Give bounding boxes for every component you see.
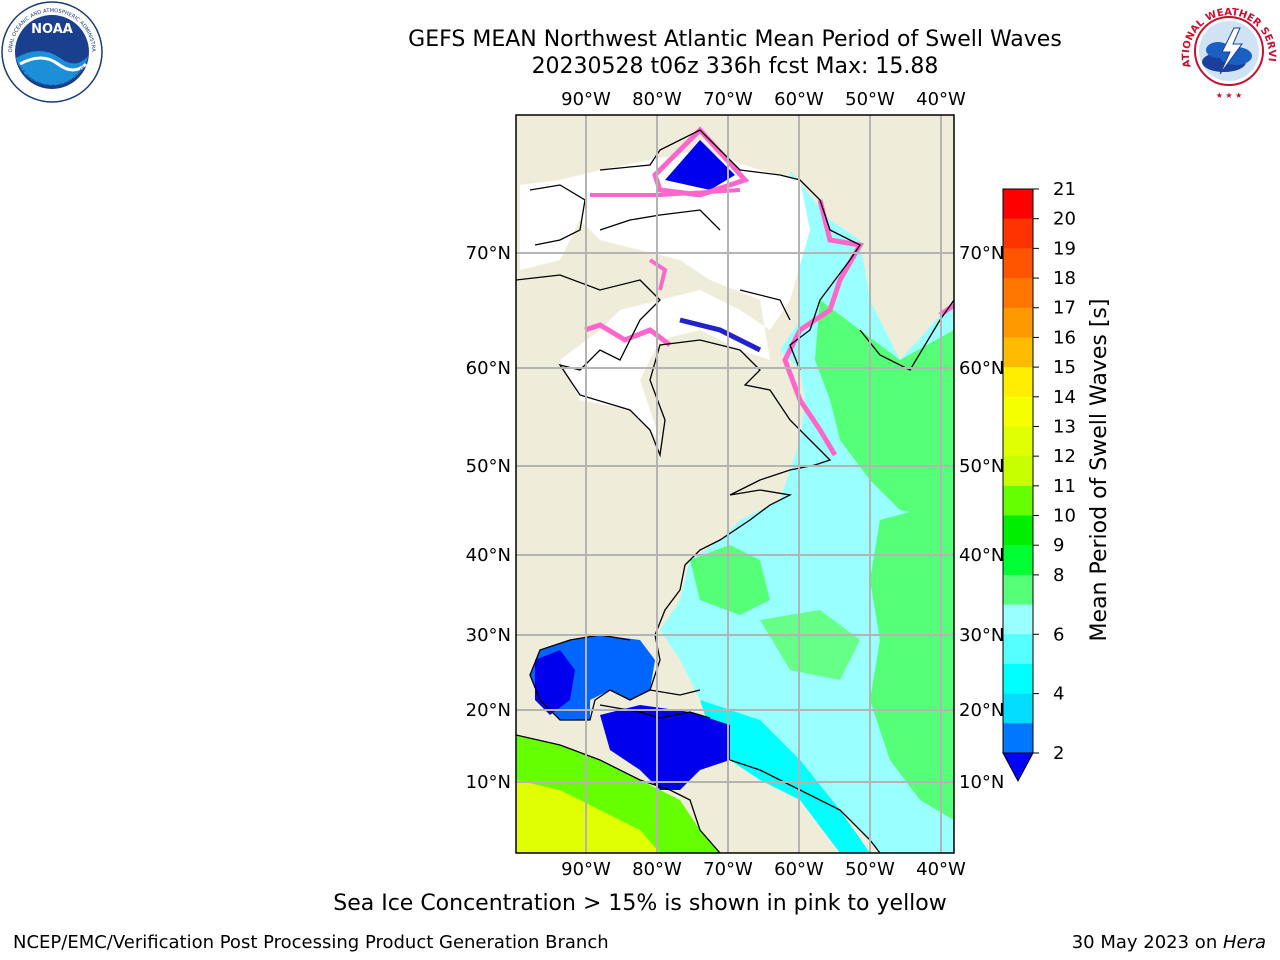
colorbar-under-arrow — [1002, 752, 1034, 783]
colorbar-segment — [1003, 278, 1033, 309]
nws-stars-icon: ★ ★ ★ — [1216, 91, 1243, 100]
producer-credit: NCEP/EMC/Verification Post Processing Pr… — [13, 932, 609, 953]
lon-label: 40°W — [916, 89, 966, 110]
chart-subtitle: 20230528 t06z 336h fcst Max: 15.88 — [531, 54, 939, 79]
graticule — [516, 115, 954, 853]
colorbar-frame — [1002, 188, 1034, 754]
ocean-swell-patch-west — [690, 545, 770, 615]
lat-label: 50°N — [959, 456, 1004, 477]
lon-label: 90°W — [561, 859, 611, 880]
colorbar-tick-label: 17 — [1053, 298, 1076, 319]
lon-label: 70°W — [703, 89, 753, 110]
ice-edge-labrador — [782, 199, 864, 457]
colorbar-tick-label: 13 — [1053, 416, 1076, 437]
lon-label: 80°W — [632, 859, 682, 880]
colorbar-segment — [1003, 456, 1033, 487]
caribbean-sea — [600, 705, 730, 790]
colorbar-tick-label: 4 — [1053, 684, 1064, 705]
lat-label: 20°N — [466, 700, 511, 721]
colorbar: 21 20 19 18 17 16 15 14 13 12 11 10 9 8 6 4 2 — [1002, 179, 1076, 783]
generation-date: 30 May 2023 on Hera — [1072, 932, 1266, 953]
lat-labels-left: 70°N 60°N 50°N 40°N 30°N 20°N 10°N — [466, 243, 511, 793]
host-name: Hera — [1222, 932, 1266, 953]
lon-label: 40°W — [916, 859, 966, 880]
colorbar-segment — [1003, 515, 1033, 546]
gulf-west-low — [535, 650, 575, 715]
colorbar-segment — [1003, 693, 1033, 724]
map-area — [516, 115, 954, 853]
lon-label: 60°W — [774, 859, 824, 880]
baffin-bay-low — [665, 140, 735, 190]
colorbar-tick-label: 19 — [1053, 238, 1076, 259]
colorbar-tick-label: 9 — [1053, 535, 1064, 556]
colorbar-segment — [1003, 218, 1033, 249]
lon-labels-bottom: 90°W 80°W 70°W 60°W 50°W 40°W — [561, 859, 966, 880]
lat-label: 10°N — [466, 772, 511, 793]
lat-label: 40°N — [466, 545, 511, 566]
colorbar-tick-label: 15 — [1053, 357, 1076, 378]
south-america-field-yellow — [516, 780, 660, 853]
colorbar-segment — [1003, 663, 1033, 695]
colorbar-segment — [1003, 545, 1033, 576]
colorbar-segment — [1003, 307, 1033, 338]
colorbar-segment — [1003, 574, 1033, 606]
ocean-swell-patch-east — [870, 500, 954, 820]
colorbar-tick-label: 6 — [1053, 624, 1064, 645]
colorbar-segment — [1003, 367, 1033, 398]
lat-label: 30°N — [466, 625, 511, 646]
colorbar-segment — [1003, 426, 1033, 457]
lat-label: 40°N — [959, 545, 1004, 566]
ice-edge-north — [590, 188, 741, 197]
colorbar-segment — [1003, 723, 1033, 754]
lat-label: 70°N — [466, 243, 511, 264]
ice-edge-baffin — [652, 126, 750, 198]
colorbar-tick-label: 21 — [1053, 179, 1076, 200]
colorbar-segment — [1003, 248, 1033, 279]
lon-label: 70°W — [703, 859, 753, 880]
lon-label: 50°W — [845, 859, 895, 880]
noaa-logo: NOAA NATIONAL OCEANIC AND ATMOSPHERIC AD… — [0, 0, 103, 103]
colorbar-segment — [1003, 634, 1033, 665]
colorbar-tick-label: 8 — [1053, 565, 1064, 586]
sea-ice-note: Sea Ice Concentration > 15% is shown in … — [333, 891, 947, 916]
lon-label: 80°W — [632, 89, 682, 110]
nws-logo: NATIONAL WEATHER SERVICE ★ ★ ★ — [1178, 0, 1278, 100]
ocean-swell-patch-central — [760, 610, 860, 680]
lat-label: 50°N — [466, 456, 511, 477]
ocean-swell-caribbean-east — [700, 700, 870, 853]
colorbar-tick-label: 12 — [1053, 446, 1076, 467]
colorbar-tick-label: 20 — [1053, 209, 1076, 230]
lat-labels-right: 70°N 60°N 50°N 40°N 30°N 20°N 10°N — [959, 243, 1004, 793]
colorbar-segment — [1003, 337, 1033, 368]
colorbar-tick-label: 11 — [1053, 476, 1076, 497]
colorbar-segment — [1003, 189, 1033, 220]
arctic-ice-west — [520, 180, 580, 270]
lat-label: 70°N — [959, 243, 1004, 264]
ice-edge-foxe — [648, 258, 668, 291]
lat-label: 60°N — [959, 358, 1004, 379]
colorbar-tick-label: 16 — [1053, 327, 1076, 348]
lon-label: 50°W — [845, 89, 895, 110]
colorbar-tick-label: 2 — [1053, 743, 1064, 764]
colorbar-tick-label: 18 — [1053, 268, 1076, 289]
lat-label: 10°N — [959, 772, 1004, 793]
noaa-logo-text: NOAA — [31, 22, 73, 37]
colorbar-label: Mean Period of Swell Waves [s] — [1087, 299, 1112, 642]
colorbar-segment — [1003, 396, 1033, 427]
colorbar-segment — [1003, 604, 1033, 635]
date-text: 30 May 2023 on — [1071, 932, 1223, 953]
colorbar-tick-label: 14 — [1053, 387, 1076, 408]
lat-label: 20°N — [959, 700, 1004, 721]
colorbar-segment — [1003, 485, 1033, 517]
lon-labels-top: 90°W 80°W 70°W 60°W 50°W 40°W — [561, 89, 966, 110]
hudson-strait-low — [679, 317, 762, 353]
colorbar-tick-label: 10 — [1053, 506, 1076, 527]
lat-label: 60°N — [466, 358, 511, 379]
lat-label: 30°N — [959, 625, 1004, 646]
lon-label: 90°W — [561, 89, 611, 110]
map-frame — [515, 114, 955, 854]
lon-label: 60°W — [774, 89, 824, 110]
chart-title: GEFS MEAN Northwest Atlantic Mean Period… — [408, 27, 1062, 52]
